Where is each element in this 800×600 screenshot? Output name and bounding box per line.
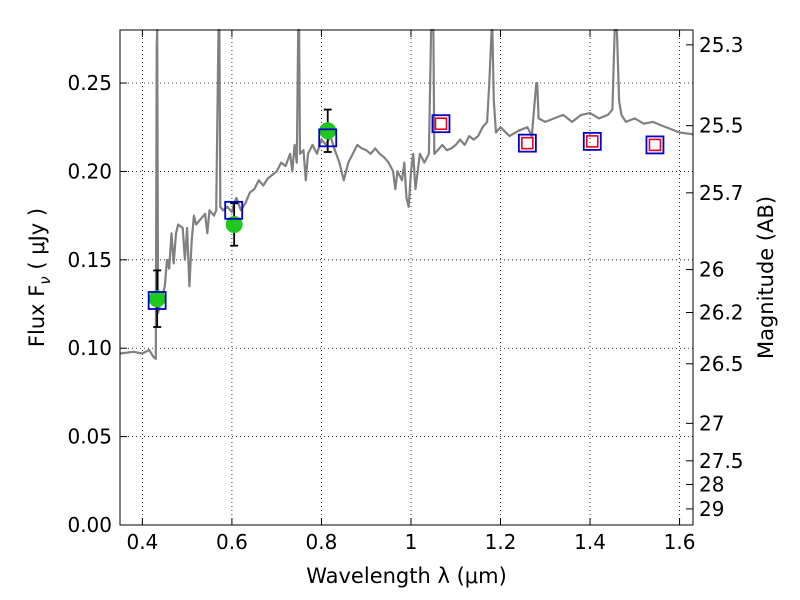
model-point	[582, 131, 602, 151]
model-point	[645, 135, 665, 155]
y-tick-label: 0.15	[67, 248, 112, 272]
grid-lines	[120, 30, 693, 526]
upper-limit-point	[585, 135, 599, 148]
right-axis-label: Magnitude (AB)	[754, 196, 778, 359]
right-tick-label: 26.5	[699, 352, 744, 376]
x-axis-label: Wavelength λ (μm)	[306, 564, 507, 588]
right-tick-label: 25.5	[699, 114, 744, 138]
plot-frame	[119, 29, 694, 526]
y-tick-label: 0.00	[67, 513, 112, 537]
x-tick-label: 1.6	[664, 530, 696, 554]
model-point	[318, 128, 338, 148]
y-tick-label: 0.20	[67, 159, 112, 183]
right-tick-label: 29	[699, 497, 724, 521]
y-axis-label-main: Flux F	[25, 285, 49, 347]
y-axis-label-units: ( μJy )	[25, 208, 49, 276]
y-tick-label: 0.10	[67, 336, 112, 360]
observed-point	[319, 122, 337, 140]
x-tick-label: 1.4	[574, 530, 606, 554]
observed-point	[225, 215, 243, 233]
right-tick-label: 26	[699, 258, 724, 282]
model-point	[224, 200, 244, 220]
x-tick-label: 1	[405, 530, 418, 554]
plot-series	[119, 28, 694, 360]
spectrum-line	[119, 28, 694, 360]
upper-limit-point	[648, 138, 662, 152]
x-tick-label: 1.2	[485, 530, 517, 554]
right-tick-label: 27.5	[699, 449, 744, 473]
right-tick-label: 28	[699, 473, 724, 497]
model-point	[431, 114, 451, 134]
x-tick-label: 0.4	[126, 530, 158, 554]
right-tick-label: 27	[699, 411, 724, 435]
y-axis-label: Flux Fν ( μJy )	[25, 208, 54, 347]
observed-point	[148, 290, 166, 308]
model-point	[517, 133, 537, 153]
right-tick-label: 25.7	[699, 181, 744, 205]
right-tick-label: 25.3	[699, 33, 744, 57]
x-tick-label: 0.6	[216, 530, 248, 554]
y-axis-label-subscript: ν	[36, 276, 54, 284]
model-point	[147, 291, 167, 310]
upper-limit-point	[521, 136, 534, 150]
y-tick-label: 0.05	[67, 425, 112, 449]
x-tick-label: 0.8	[306, 530, 338, 554]
y-tick-label: 0.25	[67, 71, 112, 95]
axis-ticks: 0.4 0.6 0.8 1 1.2 1.4 1.6 0.00 0.05 0.10 0.15 0.20 0…	[67, 30, 744, 554]
upper-limit-point	[434, 117, 448, 130]
right-tick-label: 26.2	[699, 301, 744, 325]
